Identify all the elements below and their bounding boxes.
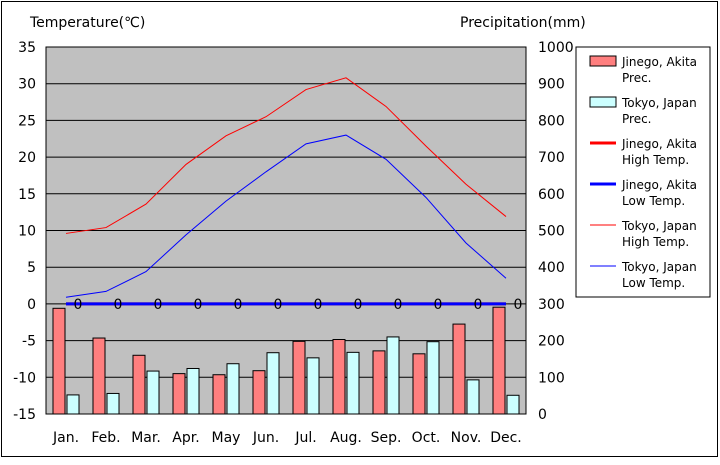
gridlines — [46, 83, 526, 378]
right-axis-title: Precipitation(mm) — [460, 15, 586, 31]
right-tick-label: 1000 — [538, 40, 574, 56]
precipitation-bar — [52, 307, 66, 415]
point-label-layer: 0 0 0 0 0 0 0 0 0 0 0 0 — [74, 297, 523, 313]
legend: Jinego, Akita Prec. Tokyo, Japan Prec. Jineg… — [589, 55, 697, 290]
right-tick-label: 200 — [538, 334, 565, 350]
legend-swatch — [589, 55, 617, 67]
legend-label: Jinego, Akita — [621, 137, 697, 151]
right-tick-label: 100 — [538, 370, 565, 386]
precipitation-bar — [186, 367, 200, 415]
x-tick-label: Jan. — [52, 430, 79, 446]
right-tick-label: 700 — [538, 150, 565, 166]
left-tick-label: 25 — [18, 113, 36, 129]
data-label: 0 — [314, 297, 323, 313]
data-label: 0 — [234, 297, 243, 313]
precipitation-bar — [212, 374, 226, 415]
data-label: 0 — [274, 297, 283, 313]
legend-label: High Temp. — [622, 235, 689, 249]
line-layer — [65, 77, 507, 306]
precipitation-bar — [266, 352, 280, 415]
right-tick-label: 900 — [538, 77, 565, 93]
temperature-line — [65, 134, 507, 298]
x-tick-label: Dec. — [490, 430, 522, 446]
legend-label: Tokyo, Japan — [621, 96, 697, 110]
x-tick-label: Jul. — [294, 430, 316, 446]
precipitation-bar — [412, 353, 426, 415]
legend-label: Prec. — [622, 71, 652, 85]
data-label: 0 — [394, 297, 403, 313]
precipitation-bar — [372, 350, 386, 415]
precipitation-bar — [146, 370, 160, 415]
precipitation-bar — [386, 336, 400, 415]
x-tick-label: Sep. — [371, 430, 402, 446]
precipitation-bar — [132, 354, 146, 415]
legend-label: Jinego, Akita — [621, 178, 697, 192]
data-label: 0 — [114, 297, 123, 313]
x-tick-label: Apr. — [172, 430, 199, 446]
precipitation-bar — [426, 341, 440, 415]
legend-swatch — [589, 96, 617, 108]
x-tick-label: Mar. — [131, 430, 161, 446]
precipitation-bar — [332, 338, 346, 415]
data-label: 0 — [74, 297, 83, 313]
legend-label: Tokyo, Japan — [621, 260, 697, 274]
data-label: 0 — [194, 297, 203, 313]
temperature-line — [65, 77, 507, 234]
left-tick-label: -10 — [13, 370, 36, 386]
data-label: 0 — [514, 297, 523, 313]
x-tick-label: May — [212, 430, 241, 446]
precipitation-bar — [92, 337, 106, 415]
right-tick-label: 500 — [538, 224, 565, 240]
right-tick-label: 400 — [538, 260, 565, 276]
legend-label: High Temp. — [622, 153, 689, 167]
data-label: 0 — [474, 297, 483, 313]
right-tick-label: 600 — [538, 187, 565, 203]
data-label: 0 — [354, 297, 363, 313]
precipitation-bar — [492, 306, 506, 415]
left-axis-title: Temperature(℃) — [29, 15, 145, 31]
data-label: 0 — [154, 297, 163, 313]
right-tick-label: 800 — [538, 113, 565, 129]
right-tick-label: 300 — [538, 297, 565, 313]
left-tick-label: 5 — [27, 260, 36, 276]
left-tick-label: 35 — [18, 40, 36, 56]
left-axis: 35 30 25 20 15 10 5 0 -5 -10 -15 — [13, 40, 36, 423]
legend-label: Low Temp. — [622, 276, 685, 290]
right-tick-label: 0 — [538, 407, 547, 423]
precipitation-bar — [346, 351, 360, 415]
left-tick-label: -15 — [13, 407, 36, 423]
precipitation-bar — [66, 394, 80, 415]
left-tick-label: -5 — [22, 334, 36, 350]
x-tick-label: Nov. — [451, 430, 482, 446]
precipitation-bar — [506, 394, 520, 415]
precipitation-bar — [292, 340, 306, 415]
precipitation-bar — [252, 370, 266, 415]
legend-label: Low Temp. — [622, 194, 685, 208]
left-tick-label: 0 — [27, 297, 36, 313]
left-tick-label: 20 — [18, 150, 36, 166]
legend-label: Tokyo, Japan — [621, 219, 697, 233]
precipitation-bar — [226, 363, 240, 415]
x-tick-label: Aug. — [330, 430, 362, 446]
bar-layer — [52, 306, 520, 415]
left-tick-label: 10 — [18, 224, 36, 240]
left-tick-label: 30 — [18, 77, 36, 93]
legend-label: Jinego, Akita — [621, 55, 697, 69]
data-label: 0 — [434, 297, 443, 313]
x-tick-label: Feb. — [91, 430, 120, 446]
left-tick-label: 15 — [18, 187, 36, 203]
precipitation-bar — [106, 392, 120, 415]
precipitation-bar — [306, 357, 320, 415]
precipitation-bar — [466, 379, 480, 415]
x-tick-label: Jun. — [252, 430, 279, 446]
x-tick-label: Oct. — [412, 430, 441, 446]
precipitation-bar — [172, 373, 186, 415]
precipitation-bar — [452, 323, 466, 415]
legend-box — [575, 46, 711, 298]
legend-label: Prec. — [622, 112, 652, 126]
x-axis: Jan. Feb. Mar. Apr. May Jun. Jul. Aug. Sep. Oct. N… — [52, 430, 522, 446]
